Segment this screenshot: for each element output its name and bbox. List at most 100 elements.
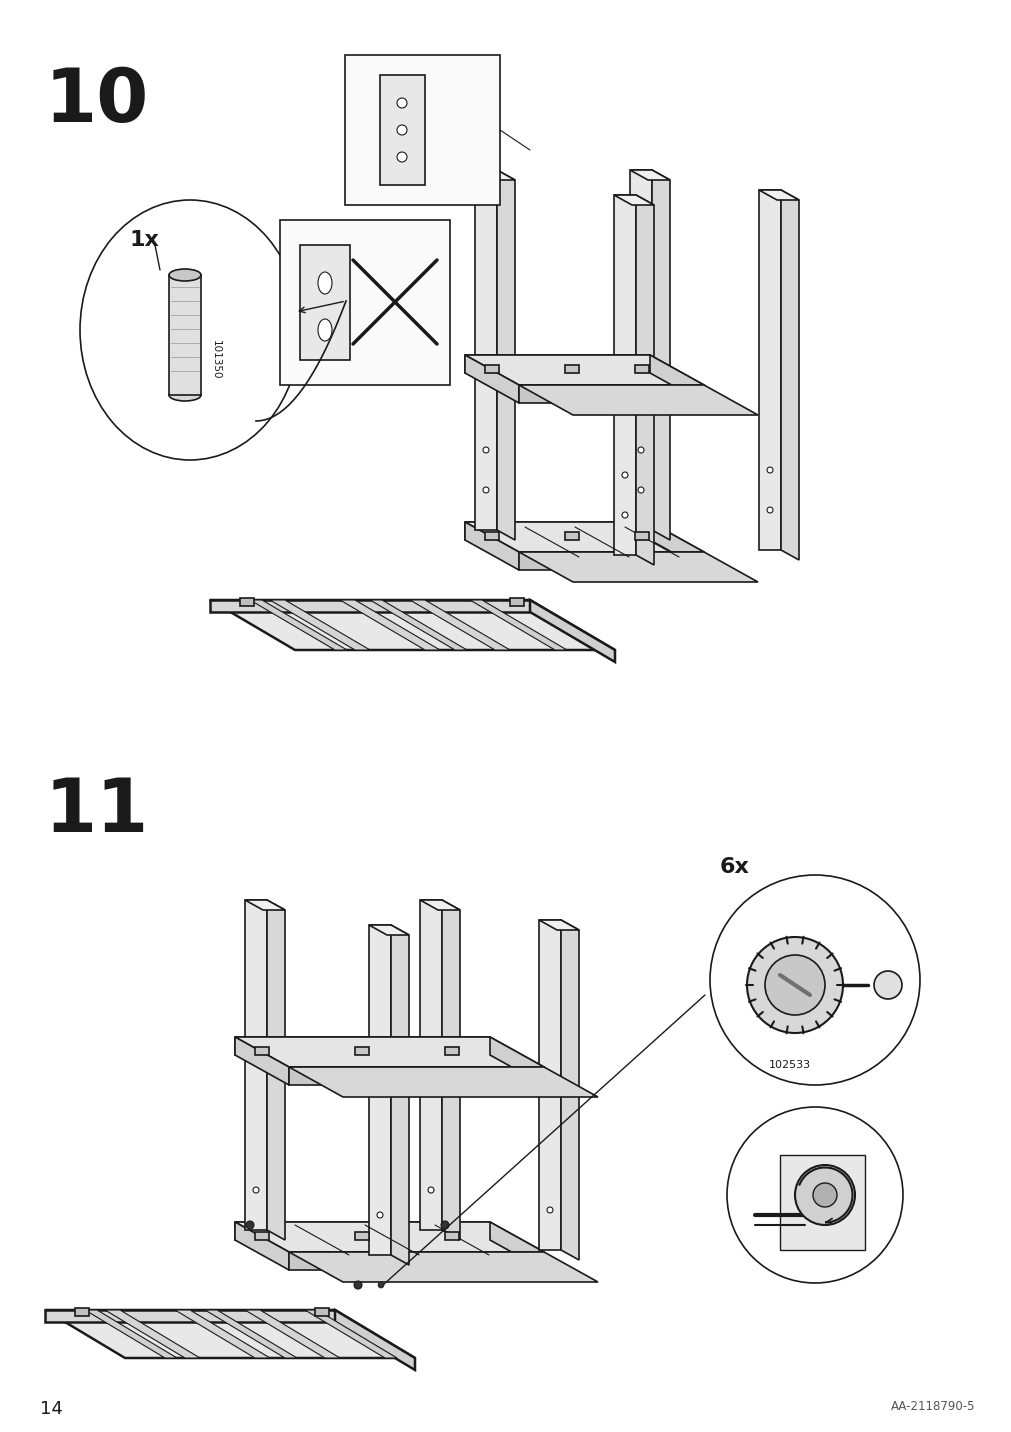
Circle shape bbox=[396, 125, 406, 135]
Ellipse shape bbox=[169, 390, 201, 401]
Polygon shape bbox=[630, 170, 651, 530]
Circle shape bbox=[482, 487, 488, 493]
Polygon shape bbox=[464, 355, 704, 385]
Circle shape bbox=[482, 447, 488, 453]
Text: 101350: 101350 bbox=[210, 341, 220, 379]
Polygon shape bbox=[464, 355, 649, 372]
Polygon shape bbox=[370, 600, 466, 650]
Ellipse shape bbox=[726, 1107, 902, 1283]
Text: 6x: 6x bbox=[719, 856, 749, 876]
Circle shape bbox=[441, 1221, 449, 1229]
Bar bbox=[445, 1232, 459, 1240]
Polygon shape bbox=[85, 1310, 177, 1358]
Polygon shape bbox=[267, 899, 285, 1240]
Polygon shape bbox=[390, 925, 408, 1264]
Polygon shape bbox=[235, 1037, 289, 1085]
Text: 10: 10 bbox=[44, 64, 150, 137]
Bar bbox=[299, 245, 350, 359]
Circle shape bbox=[378, 1282, 383, 1287]
Circle shape bbox=[622, 513, 628, 518]
Bar bbox=[379, 74, 425, 185]
Polygon shape bbox=[780, 190, 799, 560]
Polygon shape bbox=[635, 195, 653, 566]
Polygon shape bbox=[649, 355, 704, 402]
Polygon shape bbox=[560, 919, 578, 1260]
Polygon shape bbox=[442, 899, 460, 1240]
Polygon shape bbox=[519, 385, 757, 415]
Polygon shape bbox=[630, 170, 669, 180]
Polygon shape bbox=[530, 600, 615, 662]
Circle shape bbox=[246, 1221, 254, 1229]
Polygon shape bbox=[614, 195, 635, 556]
Circle shape bbox=[766, 507, 772, 513]
Polygon shape bbox=[289, 1067, 544, 1085]
Polygon shape bbox=[289, 1252, 544, 1270]
Polygon shape bbox=[469, 600, 566, 650]
Polygon shape bbox=[235, 1037, 544, 1067]
Polygon shape bbox=[539, 919, 578, 929]
Polygon shape bbox=[245, 1310, 340, 1358]
Circle shape bbox=[547, 1207, 552, 1213]
Circle shape bbox=[795, 1166, 854, 1224]
Bar bbox=[484, 533, 498, 540]
Polygon shape bbox=[474, 170, 515, 180]
Text: 14: 14 bbox=[40, 1400, 63, 1418]
Polygon shape bbox=[245, 899, 285, 909]
Polygon shape bbox=[250, 600, 347, 650]
Circle shape bbox=[396, 97, 406, 107]
Ellipse shape bbox=[80, 200, 299, 460]
Polygon shape bbox=[335, 1310, 415, 1370]
Polygon shape bbox=[235, 1221, 289, 1270]
Polygon shape bbox=[105, 1310, 200, 1358]
Polygon shape bbox=[340, 600, 440, 650]
Polygon shape bbox=[350, 245, 372, 372]
Polygon shape bbox=[235, 1221, 489, 1240]
Circle shape bbox=[812, 1183, 836, 1207]
Bar bbox=[355, 1232, 369, 1240]
Polygon shape bbox=[175, 1310, 270, 1358]
Polygon shape bbox=[235, 1221, 544, 1252]
Bar bbox=[634, 533, 648, 540]
Ellipse shape bbox=[169, 269, 201, 281]
Polygon shape bbox=[519, 551, 757, 581]
Bar bbox=[564, 365, 578, 372]
Bar bbox=[255, 1232, 269, 1240]
Polygon shape bbox=[519, 551, 704, 570]
Polygon shape bbox=[245, 899, 267, 1230]
Polygon shape bbox=[289, 1067, 598, 1097]
Polygon shape bbox=[235, 1037, 489, 1055]
Bar bbox=[564, 533, 578, 540]
Polygon shape bbox=[489, 1221, 544, 1270]
Bar bbox=[634, 365, 648, 372]
Polygon shape bbox=[169, 275, 201, 395]
Polygon shape bbox=[464, 523, 649, 540]
Circle shape bbox=[622, 473, 628, 478]
Circle shape bbox=[874, 971, 901, 1000]
Bar bbox=[314, 1307, 329, 1316]
Bar bbox=[355, 1047, 369, 1055]
Bar bbox=[345, 54, 499, 205]
Circle shape bbox=[637, 487, 643, 493]
Bar bbox=[445, 1047, 459, 1055]
Polygon shape bbox=[649, 523, 704, 570]
Polygon shape bbox=[44, 1310, 335, 1322]
Polygon shape bbox=[779, 1156, 864, 1250]
Ellipse shape bbox=[317, 272, 332, 294]
Polygon shape bbox=[496, 170, 515, 540]
Polygon shape bbox=[464, 523, 704, 551]
Bar bbox=[255, 1047, 269, 1055]
Bar bbox=[510, 599, 524, 606]
Ellipse shape bbox=[317, 319, 332, 341]
Circle shape bbox=[253, 1187, 259, 1193]
Polygon shape bbox=[519, 385, 704, 402]
Polygon shape bbox=[464, 355, 519, 402]
Circle shape bbox=[354, 1282, 362, 1289]
Polygon shape bbox=[210, 600, 530, 611]
Text: 11: 11 bbox=[44, 775, 149, 848]
Circle shape bbox=[637, 447, 643, 453]
Ellipse shape bbox=[710, 875, 919, 1085]
Polygon shape bbox=[425, 74, 445, 198]
Text: AA-2118790-5: AA-2118790-5 bbox=[890, 1400, 974, 1413]
Bar bbox=[280, 221, 450, 385]
Polygon shape bbox=[409, 600, 510, 650]
